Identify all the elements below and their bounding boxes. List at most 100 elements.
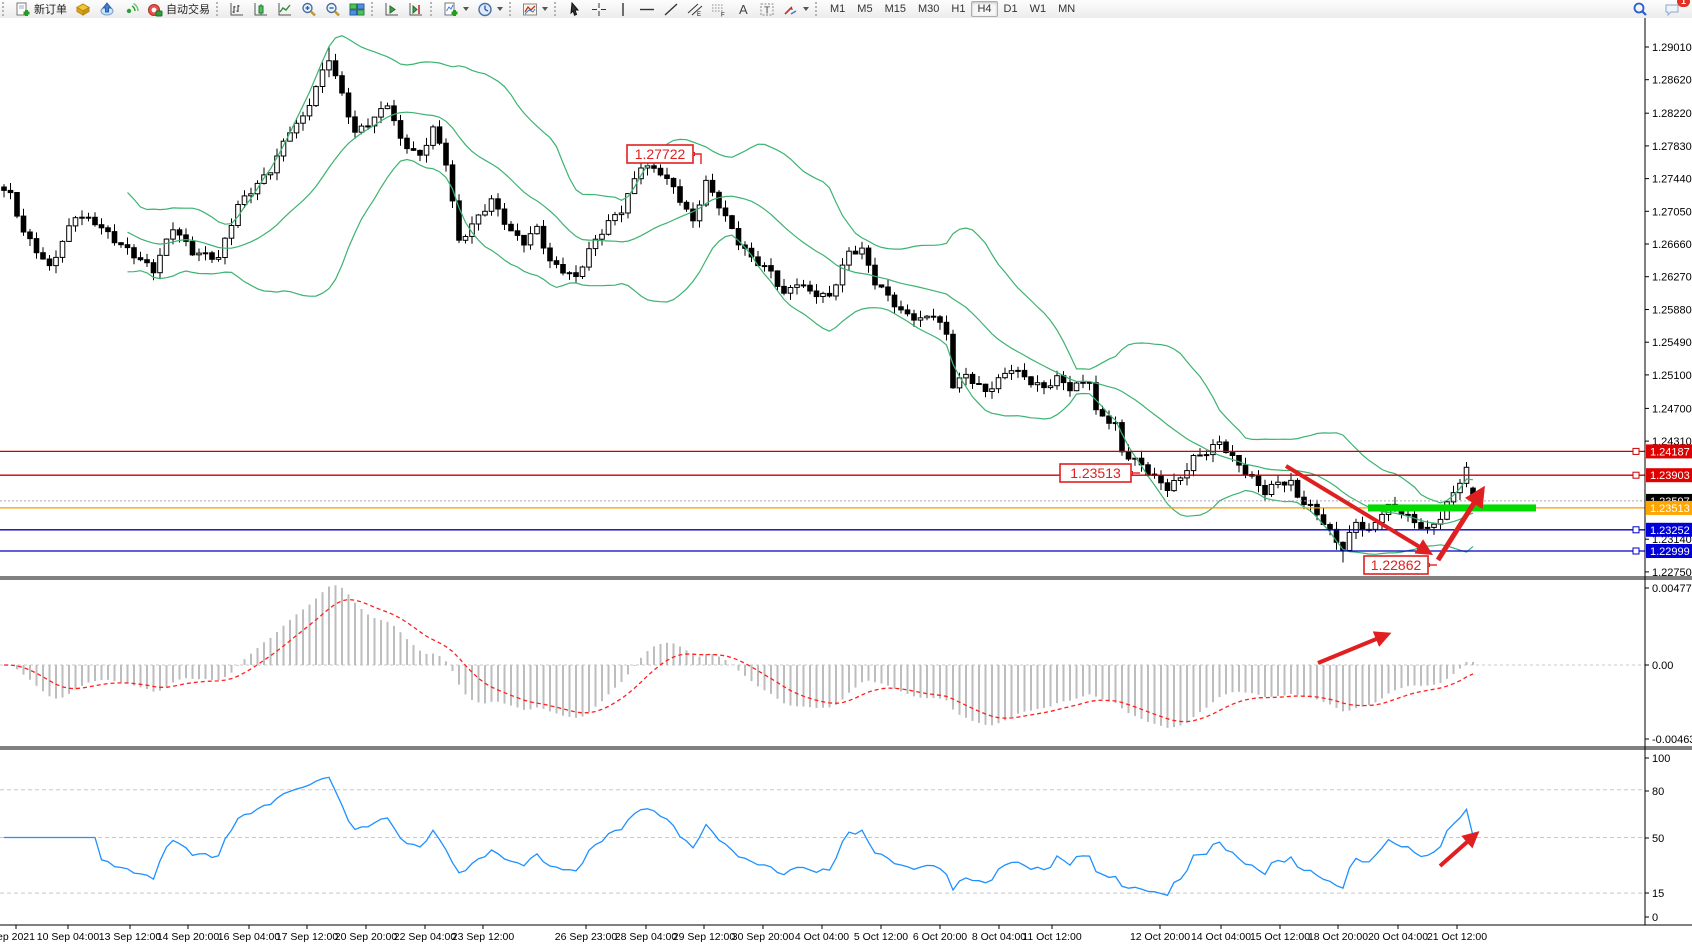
zoom-in-icon	[301, 2, 317, 17]
toolbar-chart-shift-button[interactable]	[404, 0, 428, 18]
svg-text:10 Sep 04:00: 10 Sep 04:00	[37, 931, 100, 943]
svg-text:1.22862: 1.22862	[1371, 557, 1422, 573]
toolbar-bar-chart-button[interactable]	[225, 0, 249, 18]
toolbar-gold-box-button[interactable]	[71, 0, 95, 18]
toolbar-chat-button[interactable]: 1	[1660, 0, 1690, 18]
toolbar-upload-button[interactable]	[95, 0, 119, 18]
svg-text:1.23513: 1.23513	[1650, 503, 1690, 515]
toolbar-indicators-button[interactable]	[439, 0, 473, 18]
toolbar-trendline-button[interactable]	[659, 0, 683, 18]
autotrade-icon	[147, 2, 163, 17]
svg-text:1.27830: 1.27830	[1652, 141, 1692, 153]
svg-text:15 Oct 12:00: 15 Oct 12:00	[1250, 931, 1310, 943]
toolbar-templates-button[interactable]	[518, 0, 552, 18]
line-chart-icon	[277, 2, 293, 17]
trend-arrow	[1438, 831, 1480, 868]
indicators-icon	[443, 2, 459, 17]
svg-text:16 Sep 04:00: 16 Sep 04:00	[218, 931, 281, 943]
svg-text:ep 2021: ep 2021	[0, 931, 35, 943]
price-axis: 1.29010 1.28620 1.28220 1.27830 1.27440 1.270…	[1645, 42, 1692, 924]
rsi-panel	[0, 776, 1645, 897]
timeframe-mn[interactable]: MN	[1058, 3, 1076, 15]
timeframe-h4[interactable]: H4	[971, 1, 998, 17]
zoom-out-icon	[325, 2, 341, 17]
tile-windows-icon	[349, 2, 365, 17]
svg-text:28 Sep 04:00: 28 Sep 04:00	[615, 931, 678, 943]
toolbar-search-button[interactable]	[1628, 0, 1652, 18]
price-callout	[1363, 555, 1429, 575]
svg-text:20 Oct 04:00: 20 Oct 04:00	[1368, 931, 1428, 943]
chevron-down-icon	[463, 7, 469, 11]
bollinger-bands	[127, 35, 1474, 555]
horizontal-line-icon	[639, 2, 655, 17]
svg-text:17 Sep 12:00: 17 Sep 12:00	[276, 931, 339, 943]
notification-badge: 1	[1677, 0, 1690, 7]
annotations[interactable]: 1.27722 1.23513 1.22862	[626, 144, 1485, 868]
chevron-down-icon	[542, 7, 548, 11]
toolbar-grip	[371, 2, 378, 16]
timeframe-h1[interactable]: H1	[951, 3, 966, 15]
svg-text:14 Oct 04:00: 14 Oct 04:00	[1191, 931, 1251, 943]
svg-text:1.23903: 1.23903	[1650, 470, 1690, 482]
toolbar-grip	[815, 2, 822, 16]
timeframe-w1[interactable]: W1	[1029, 3, 1047, 15]
toolbar-grip	[554, 2, 561, 16]
svg-text:1.24700: 1.24700	[1652, 403, 1692, 415]
panel-separators[interactable]	[0, 18, 1692, 926]
price-callout	[1059, 463, 1132, 483]
templates-icon	[522, 2, 538, 17]
price-markers: 1.241871.239031.235971.235131.232521.229…	[1646, 444, 1692, 558]
chevron-down-icon	[497, 7, 503, 11]
svg-text:1.23140: 1.23140	[1652, 534, 1692, 546]
toolbar-signal-button[interactable]	[119, 0, 143, 18]
candles-layer	[1, 46, 1476, 563]
svg-text:0: 0	[1652, 912, 1658, 924]
toolbar-autotrade-button[interactable]: 自动交易	[143, 0, 214, 18]
main-toolbar: 新订单 自动交易 E F A T M1 M5 M15 M30 H1 H4 D1 W1 MN 1	[0, 0, 1692, 19]
svg-text:-0.004637: -0.004637	[1652, 734, 1692, 746]
toolbar-candlestick-button[interactable]	[249, 0, 273, 18]
new-order-icon	[15, 2, 31, 17]
svg-text:1.26270: 1.26270	[1652, 272, 1692, 284]
svg-text:23 Sep 12:00: 23 Sep 12:00	[452, 931, 515, 943]
svg-text:F: F	[721, 12, 725, 17]
toolbar-zoom-in-button[interactable]	[297, 0, 321, 18]
toolbar-button-label: 新订单	[34, 4, 67, 16]
svg-text:1.22999: 1.22999	[1650, 546, 1690, 558]
toolbar-shapes-button[interactable]	[779, 0, 813, 18]
toolbar-text-label-button[interactable]: T	[755, 0, 779, 18]
toolbar-horizontal-line-button[interactable]	[635, 0, 659, 18]
trendline-icon	[663, 2, 679, 17]
toolbar-cursor-button[interactable]	[563, 0, 587, 18]
toolbar-button-label: 自动交易	[166, 4, 210, 16]
toolbar-fibonacci-button[interactable]: F	[707, 0, 731, 18]
timeframe-m15[interactable]: M15	[884, 3, 906, 15]
svg-text:A: A	[739, 2, 748, 17]
toolbar-text-button[interactable]: A	[731, 0, 755, 18]
svg-text:100: 100	[1652, 753, 1670, 765]
svg-text:1.27440: 1.27440	[1652, 174, 1692, 186]
svg-text:13 Sep 12:00: 13 Sep 12:00	[99, 931, 162, 943]
timeframe-d1[interactable]: D1	[1003, 3, 1018, 15]
toolbar-periods-button[interactable]	[473, 0, 507, 18]
toolbar-new-order-button[interactable]: 新订单	[11, 0, 71, 18]
toolbar-tile-windows-button[interactable]	[345, 0, 369, 18]
toolbar-channel-button[interactable]: E	[683, 0, 707, 18]
toolbar-crosshair-button[interactable]	[587, 0, 611, 18]
toolbar-auto-scroll-button[interactable]	[380, 0, 404, 18]
horizontal-lines[interactable]	[0, 447, 1645, 555]
vertical-line-icon	[615, 2, 631, 17]
toolbar-line-chart-button[interactable]	[273, 0, 297, 18]
text-label-icon: T	[759, 2, 775, 17]
svg-text:1.27722: 1.27722	[635, 146, 686, 162]
chart-canvas[interactable]: 1.29010 1.28620 1.28220 1.27830 1.27440 1.270…	[0, 18, 1692, 944]
toolbar-zoom-out-button[interactable]	[321, 0, 345, 18]
periods-icon	[477, 2, 493, 17]
timeframe-m30[interactable]: M30	[917, 3, 940, 15]
gold-box-icon	[75, 2, 91, 17]
toolbar-vertical-line-button[interactable]	[611, 0, 635, 18]
svg-text:14 Sep 20:00: 14 Sep 20:00	[157, 931, 220, 943]
timeframe-m5[interactable]: M5	[857, 3, 873, 15]
timeframe-m1[interactable]: M1	[830, 3, 846, 15]
